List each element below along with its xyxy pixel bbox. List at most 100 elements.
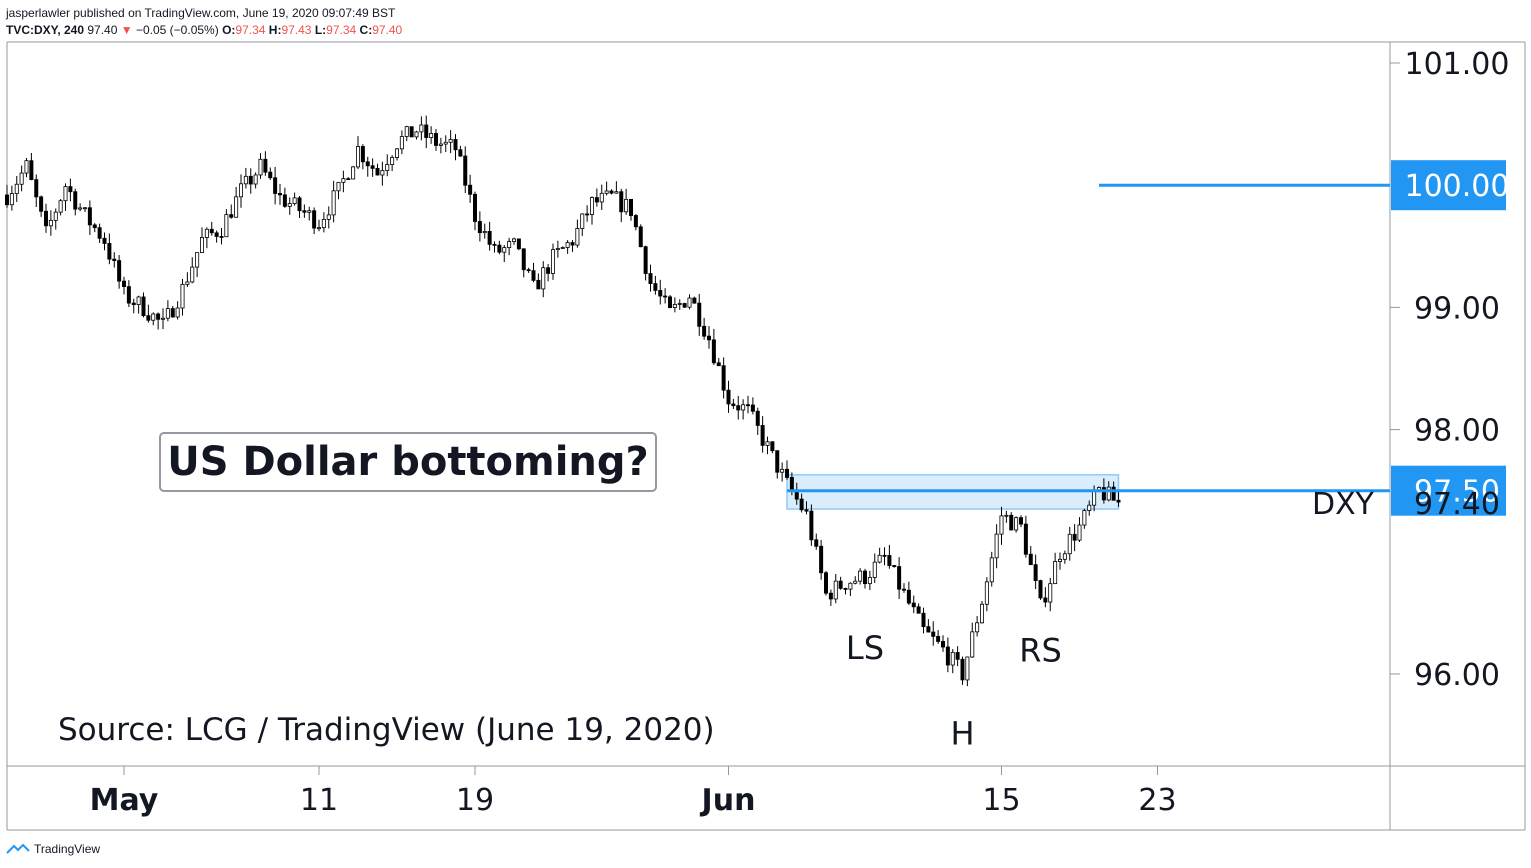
candle-body	[1092, 489, 1097, 506]
candle-body	[394, 148, 399, 158]
high-value: 97.43	[281, 23, 312, 37]
candle-body	[692, 297, 697, 304]
candle-body	[404, 126, 409, 137]
candle-body	[711, 339, 716, 364]
candle-body	[273, 177, 278, 194]
candle-body	[1019, 517, 1024, 525]
candle-body	[1014, 517, 1019, 531]
candle-body	[165, 308, 170, 319]
candle-body	[750, 404, 755, 412]
chart-header: jasperlawler published on TradingView.co…	[6, 5, 402, 39]
candle-body	[872, 561, 877, 578]
open-label: O:	[222, 23, 236, 37]
candle-body	[936, 635, 941, 642]
candle-body	[975, 622, 980, 633]
candle-body	[287, 203, 292, 207]
source-note: Source: LCG / TradingView (June 19, 2020…	[58, 712, 715, 748]
candle-body	[765, 441, 770, 446]
candle-body	[263, 158, 268, 173]
candle-body	[541, 267, 546, 290]
x-tick-label: 11	[300, 783, 338, 818]
candle-body	[1038, 580, 1043, 599]
candle-series	[5, 115, 1121, 687]
open-value: 97.34	[235, 23, 266, 37]
candle-body	[770, 441, 775, 452]
candle-body	[531, 270, 536, 281]
candle-body	[102, 237, 107, 244]
candle-body	[443, 141, 448, 145]
candle-body	[190, 266, 195, 283]
candle-body	[887, 555, 892, 566]
candle-body	[892, 565, 897, 567]
candle-body	[780, 468, 785, 473]
candle-body	[897, 566, 902, 590]
candle-body	[160, 317, 165, 320]
candle-body	[243, 175, 248, 185]
candle-body	[789, 477, 794, 492]
candle-body	[63, 186, 68, 202]
candle-body	[570, 242, 575, 246]
candle-body	[707, 335, 712, 341]
price-marker-label: 100.00	[1405, 169, 1510, 204]
candle-body	[365, 161, 370, 167]
low-value: 97.34	[326, 23, 357, 37]
candle-body	[926, 626, 931, 633]
candle-body	[902, 588, 907, 591]
candle-body	[326, 214, 331, 220]
candle-body	[804, 509, 809, 512]
candle-body	[502, 247, 507, 253]
candle-body	[399, 136, 404, 150]
symbol: TVC:DXY, 240	[6, 23, 85, 37]
candle-body	[1023, 523, 1028, 555]
footer-brand: TradingView	[34, 842, 101, 856]
candle-body	[117, 260, 122, 282]
candle-body	[92, 224, 97, 229]
candle-body	[409, 126, 414, 138]
candle-body	[590, 197, 595, 215]
candle-body	[477, 221, 482, 234]
candle-body	[321, 218, 326, 229]
candle-body	[175, 307, 180, 318]
candle-body	[453, 139, 458, 151]
candle-body	[385, 164, 390, 172]
candle-body	[877, 554, 882, 563]
candle-body	[375, 167, 380, 176]
x-tick-label: May	[90, 783, 159, 818]
candle-body	[258, 158, 263, 176]
pattern-label-h: H	[950, 715, 974, 753]
candle-body	[122, 280, 127, 287]
candle-body	[941, 641, 946, 648]
candle-body	[741, 404, 746, 411]
y-tick-label: 96.00	[1414, 658, 1500, 693]
candle-body	[268, 171, 273, 179]
y-tick-label: 99.00	[1414, 291, 1500, 326]
candle-body	[663, 295, 668, 298]
candle-body	[970, 631, 975, 658]
candle-body	[170, 308, 175, 318]
candle-body	[989, 557, 994, 583]
close-value: 97.40	[372, 23, 403, 37]
candle-body	[521, 248, 526, 271]
candle-body	[468, 184, 473, 195]
pattern-label-rs: RS	[1019, 632, 1062, 670]
candle-body	[736, 405, 741, 411]
candle-body	[151, 313, 156, 321]
candle-body	[229, 214, 234, 218]
candle-body	[867, 577, 872, 585]
candle-body	[999, 515, 1004, 535]
price-marker-label: 97.50	[1414, 475, 1500, 510]
candle-body	[5, 194, 10, 206]
candle-body	[1033, 564, 1038, 581]
series-name-label: DXY	[1312, 487, 1375, 522]
candle-body	[1077, 524, 1082, 541]
last-price-label: 97.40	[1414, 487, 1500, 522]
candle-body	[814, 539, 819, 547]
candle-body	[726, 389, 731, 405]
candle-body	[624, 198, 629, 213]
time-axis[interactable]: May 11 19 Jun 15 23	[90, 766, 1177, 818]
candle-body	[19, 172, 24, 185]
candle-body	[994, 533, 999, 559]
candle-body	[83, 207, 88, 210]
